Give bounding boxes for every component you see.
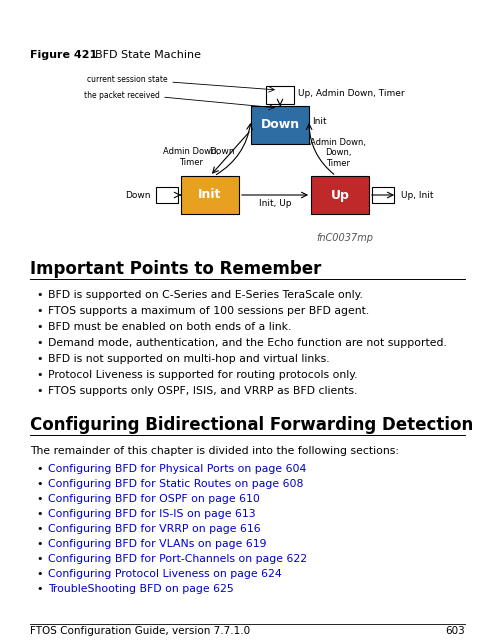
Text: Configuring BFD for Static Routes on page 608: Configuring BFD for Static Routes on pag… [48,479,303,489]
Text: Configuring BFD for Physical Ports on page 604: Configuring BFD for Physical Ports on pa… [48,464,306,474]
Text: the packet received: the packet received [84,90,160,99]
Text: current session state: current session state [88,76,168,84]
Text: Admin Down,
Down,
Timer: Admin Down, Down, Timer [310,138,366,168]
Text: FTOS supports only OSPF, ISIS, and VRRP as BFD clients.: FTOS supports only OSPF, ISIS, and VRRP … [48,386,357,396]
Text: Up: Up [331,189,349,202]
Text: •: • [37,290,43,300]
Text: Up, Admin Down, Timer: Up, Admin Down, Timer [298,88,404,97]
Text: Configuring Bidirectional Forwarding Detection: Configuring Bidirectional Forwarding Det… [30,416,473,434]
Text: •: • [37,554,43,564]
Text: •: • [37,354,43,364]
Text: •: • [37,479,43,489]
Text: Configuring Protocol Liveness on page 624: Configuring Protocol Liveness on page 62… [48,569,282,579]
Text: •: • [37,306,43,316]
Text: •: • [37,494,43,504]
Text: Init: Init [198,189,222,202]
Text: Configuring BFD for VRRP on page 616: Configuring BFD for VRRP on page 616 [48,524,261,534]
Text: BFD is supported on C-Series and E-Series TeraScale only.: BFD is supported on C-Series and E-Serie… [48,290,363,300]
Text: •: • [37,386,43,396]
Text: •: • [37,464,43,474]
FancyBboxPatch shape [311,176,369,214]
Text: Admin Down,
Timer: Admin Down, Timer [163,147,219,166]
Text: •: • [37,338,43,348]
Text: TroubleShooting BFD on page 625: TroubleShooting BFD on page 625 [48,584,234,594]
FancyBboxPatch shape [156,187,178,203]
Text: FTOS Configuration Guide, version 7.7.1.0: FTOS Configuration Guide, version 7.7.1.… [30,626,250,636]
Text: •: • [37,539,43,549]
Text: BFD State Machine: BFD State Machine [95,50,201,60]
Text: Down: Down [260,118,299,131]
Text: fnC0037mp: fnC0037mp [316,233,374,243]
FancyBboxPatch shape [181,176,239,214]
Text: •: • [37,569,43,579]
Text: •: • [37,509,43,519]
Text: BFD must be enabled on both ends of a link.: BFD must be enabled on both ends of a li… [48,322,292,332]
Text: Protocol Liveness is supported for routing protocols only.: Protocol Liveness is supported for routi… [48,370,357,380]
Text: Demand mode, authentication, and the Echo function are not supported.: Demand mode, authentication, and the Ech… [48,338,447,348]
Text: •: • [37,370,43,380]
Text: Init, Up: Init, Up [259,198,291,207]
FancyBboxPatch shape [266,86,294,104]
Text: BFD is not supported on multi-hop and virtual links.: BFD is not supported on multi-hop and vi… [48,354,330,364]
Text: •: • [37,524,43,534]
Text: Init: Init [312,116,327,125]
Text: Configuring BFD for OSPF on page 610: Configuring BFD for OSPF on page 610 [48,494,260,504]
Text: FTOS supports a maximum of 100 sessions per BFD agent.: FTOS supports a maximum of 100 sessions … [48,306,369,316]
Text: •: • [37,322,43,332]
FancyBboxPatch shape [372,187,394,203]
Text: Down: Down [126,191,151,200]
FancyBboxPatch shape [251,106,309,144]
Text: Configuring BFD for Port-Channels on page 622: Configuring BFD for Port-Channels on pag… [48,554,307,564]
Text: The remainder of this chapter is divided into the following sections:: The remainder of this chapter is divided… [30,446,399,456]
Text: •: • [37,584,43,594]
Text: Important Points to Remember: Important Points to Remember [30,260,321,278]
Text: 603: 603 [445,626,465,636]
Text: Figure 421: Figure 421 [30,50,97,60]
Text: Up, Init: Up, Init [401,191,434,200]
Text: Configuring BFD for IS-IS on page 613: Configuring BFD for IS-IS on page 613 [48,509,255,519]
Text: Down: Down [209,147,235,157]
Text: Configuring BFD for VLANs on page 619: Configuring BFD for VLANs on page 619 [48,539,266,549]
